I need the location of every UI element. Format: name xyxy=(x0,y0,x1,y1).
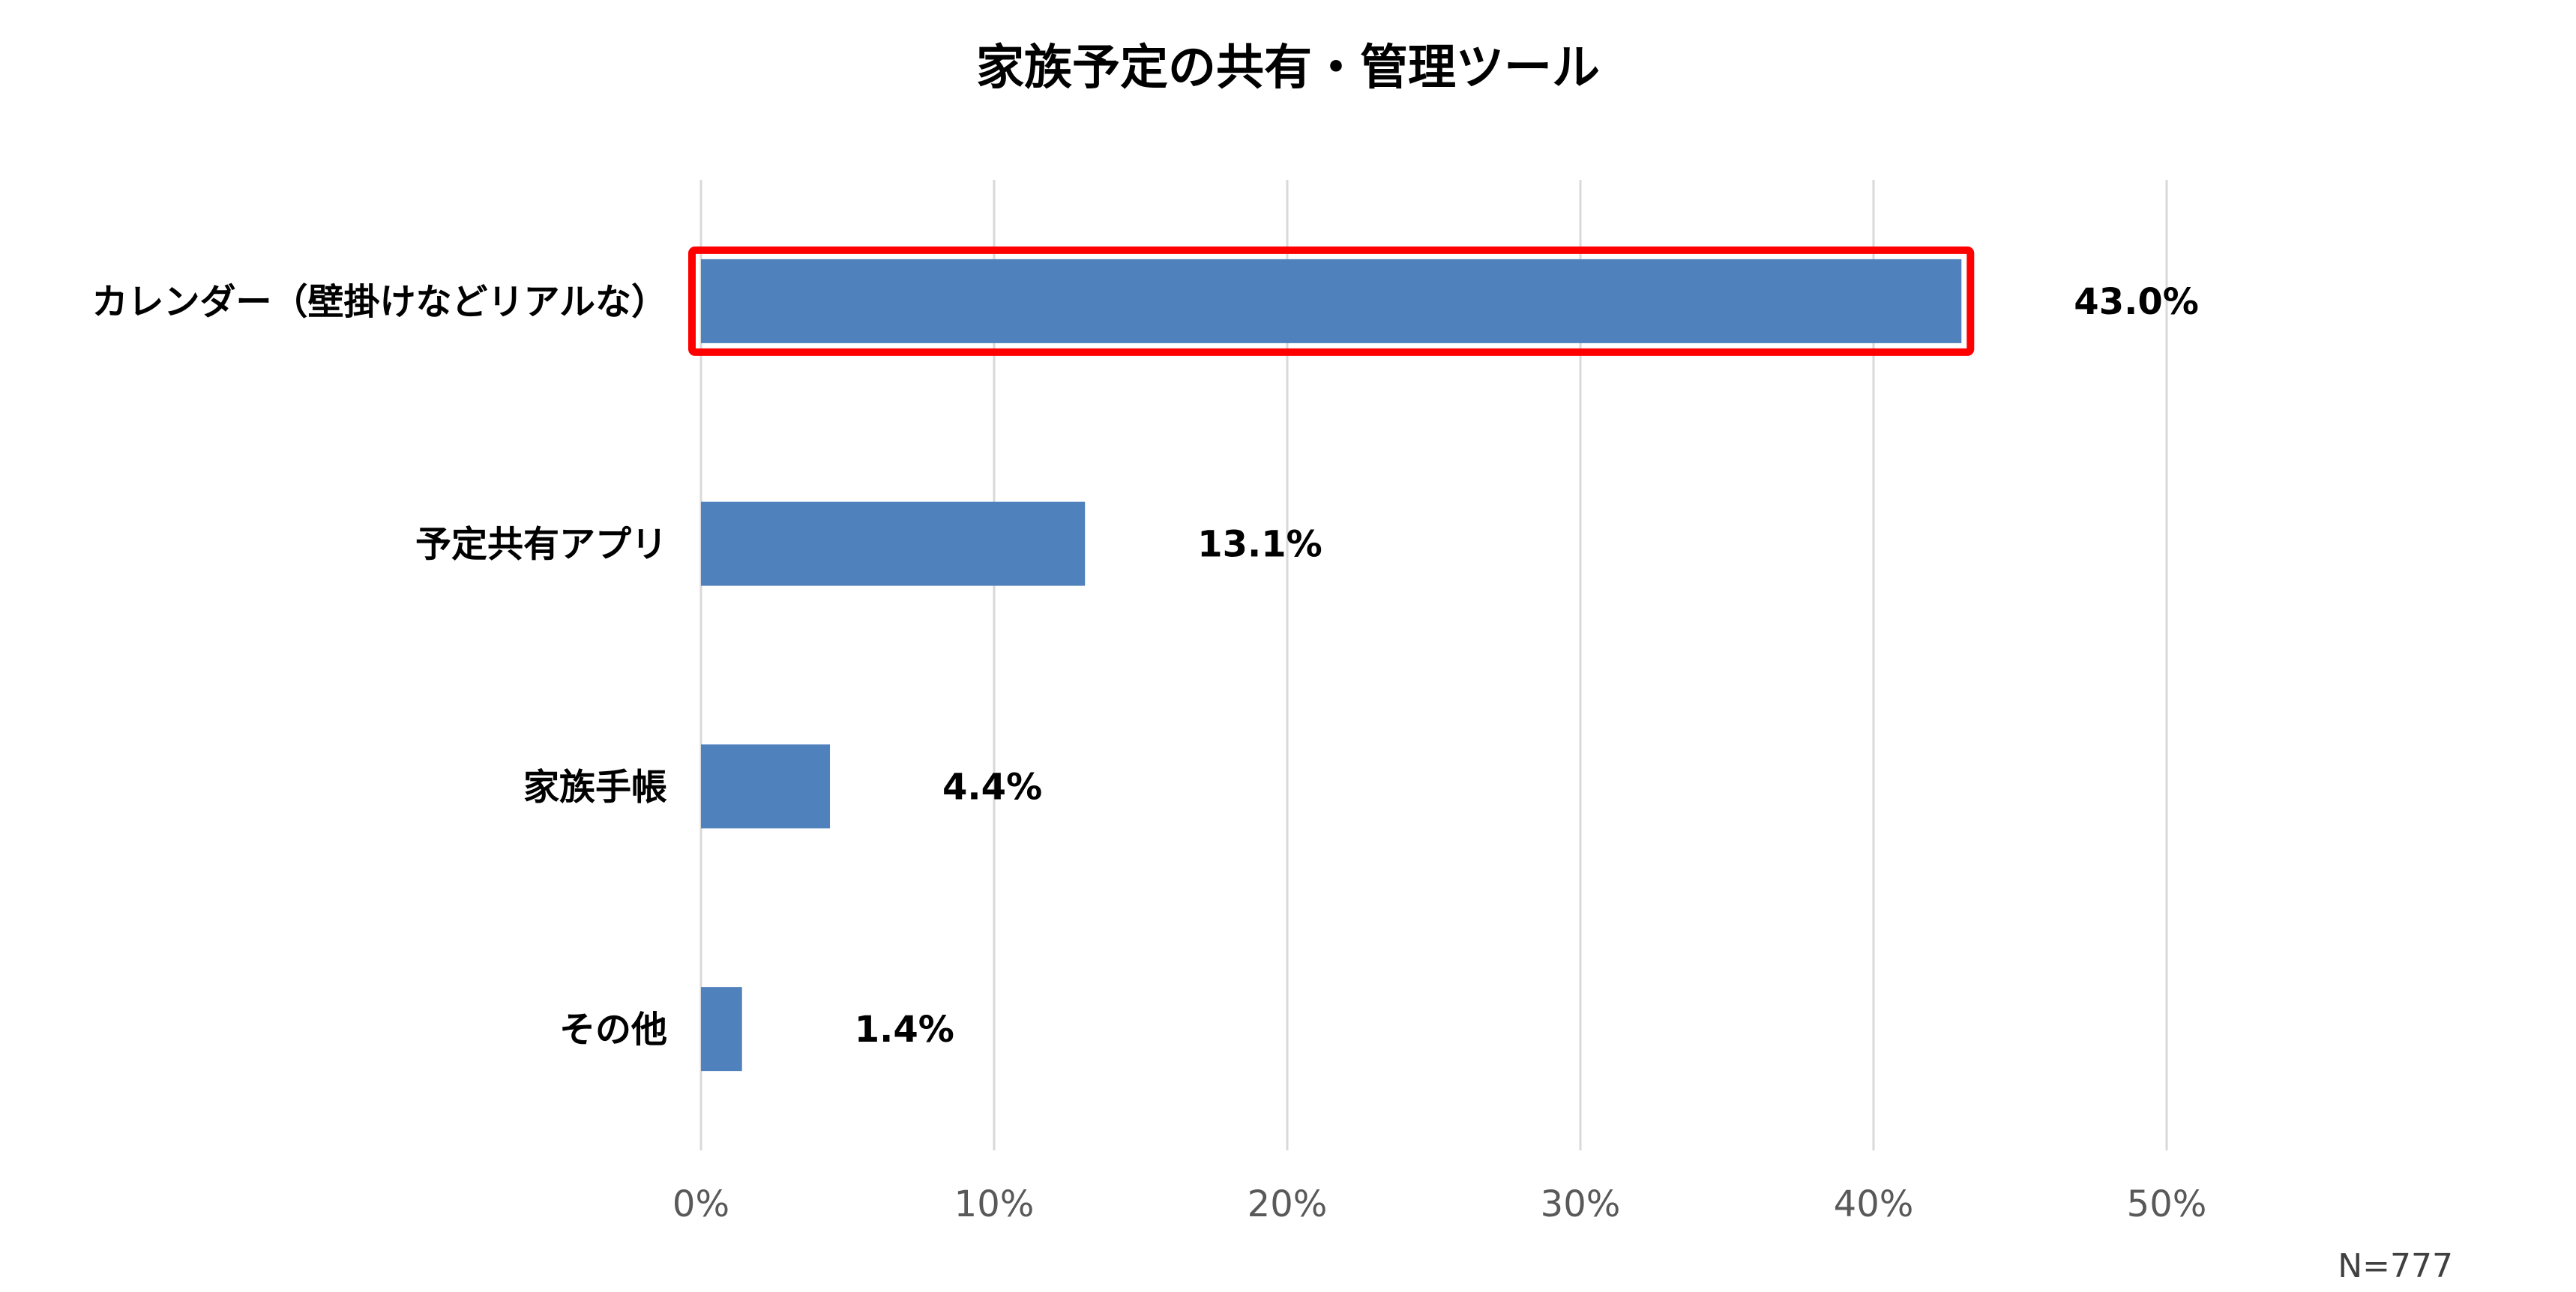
x-tick-label: 40% xyxy=(1834,1183,1914,1225)
data-labels: 43.0% 13.1% 4.4% 1.4% xyxy=(855,281,2199,1051)
category-label: 予定共有アプリ xyxy=(415,524,667,566)
data-label: 1.4% xyxy=(855,1009,954,1051)
x-tick-label: 30% xyxy=(1541,1183,1621,1225)
x-tick-label: 50% xyxy=(2127,1183,2207,1225)
bar xyxy=(701,987,742,1072)
category-label: カレンダー（壁掛けなどリアルな） xyxy=(91,281,667,323)
chart-title: 家族予定の共有・管理ツール xyxy=(976,40,1600,96)
data-label: 13.1% xyxy=(1197,524,1322,566)
x-axis-ticks: 0% 10% 20% 30% 40% 50% xyxy=(672,1183,2206,1225)
x-tick-label: 10% xyxy=(954,1183,1035,1225)
category-label: その他 xyxy=(559,1009,667,1051)
category-label: 家族手帳 xyxy=(523,766,667,808)
data-label: 43.0% xyxy=(2074,281,2199,323)
x-tick-label: 0% xyxy=(672,1183,729,1225)
x-tick-label: 20% xyxy=(1248,1183,1328,1225)
bar xyxy=(701,744,831,829)
bar xyxy=(701,259,1962,343)
bars xyxy=(701,259,1962,1072)
bar xyxy=(701,501,1086,586)
sample-size-note: N=777 xyxy=(2338,1247,2453,1285)
data-label: 4.4% xyxy=(942,766,1042,808)
highlight-box xyxy=(688,246,1975,356)
